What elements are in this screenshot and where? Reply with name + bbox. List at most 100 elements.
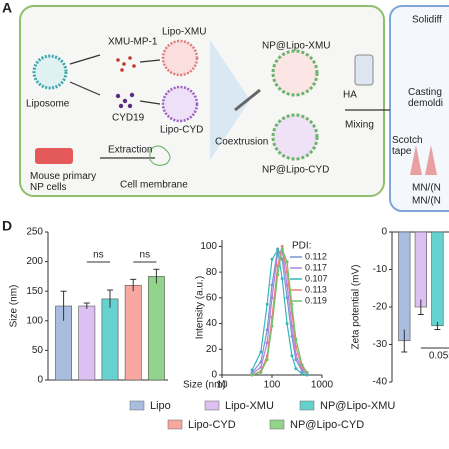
y-tick-label: 200 [26, 256, 43, 267]
y-tick-label: 0 [37, 375, 43, 386]
label: MN/(N [412, 196, 441, 207]
annotation: 0.0550 [429, 351, 449, 362]
annotation: ns [140, 250, 151, 261]
point [280, 247, 284, 251]
legend-label: Lipo [150, 400, 171, 412]
point [265, 358, 269, 362]
y-tick-label: 20 [206, 344, 218, 355]
legend-swatch [204, 400, 220, 411]
label: Lipo-CYD [160, 125, 203, 136]
np-xmu-icon [271, 49, 319, 97]
x-tick-label: 10 [216, 380, 228, 391]
arrows [69, 54, 390, 159]
point [285, 260, 289, 264]
y-tick-label: 80 [206, 267, 218, 278]
point [290, 324, 294, 328]
bar [398, 231, 411, 342]
point [280, 244, 284, 248]
label: NP@Lipo-XMU [262, 41, 331, 52]
label: Cell membrane [120, 180, 188, 191]
label: Scotch tape [392, 135, 423, 157]
point [250, 368, 254, 372]
label: MN/(N [412, 183, 441, 194]
legend-swatch [167, 419, 183, 430]
x-axis-label: Size (nm) [183, 380, 226, 391]
bar [78, 305, 96, 381]
point [276, 264, 280, 268]
legend-swatch [129, 400, 145, 411]
y-tick-label: 0 [381, 227, 387, 238]
y-tick-label: 100 [200, 241, 217, 252]
x-tick-label: 1000 [311, 380, 334, 391]
label: HA [343, 90, 357, 101]
label: XMU-MP-1 [108, 37, 158, 48]
y-tick-label: -20 [373, 302, 388, 313]
point [294, 345, 298, 349]
y-axis-label: Size (nm) [9, 285, 20, 328]
y-tick-label: 50 [32, 345, 44, 356]
legend-label: NP@Lipo-XMU [320, 400, 395, 412]
point [276, 248, 280, 252]
label: CYD19 [112, 113, 145, 124]
label: Mixing [345, 120, 374, 131]
point [280, 277, 284, 281]
needles [410, 145, 437, 175]
point [305, 370, 309, 374]
legend-swatch [269, 419, 285, 430]
y-tick-label: 40 [206, 318, 218, 329]
bar [101, 298, 119, 381]
bar [414, 231, 427, 308]
liposome-icon [32, 54, 68, 90]
point [259, 370, 263, 374]
lipo-cyd-icon [161, 85, 199, 123]
point [265, 302, 269, 306]
point [305, 373, 309, 377]
point [294, 367, 298, 371]
label: Casting demoldi [408, 87, 443, 109]
point [259, 350, 263, 354]
legend-label: 0.117 [305, 262, 327, 272]
label: NP@Lipo-CYD [262, 165, 329, 176]
point [294, 358, 298, 362]
point [300, 363, 304, 367]
y-axis-label: Zeta potential (mV) [351, 264, 362, 349]
legend-label: 0.113 [305, 284, 327, 294]
label: Extraction [108, 145, 152, 156]
point [270, 324, 274, 328]
panel-label: D [2, 218, 12, 234]
point [294, 337, 298, 341]
legend-label: 0.112 [305, 251, 327, 261]
point [290, 302, 294, 306]
flask [35, 148, 73, 164]
point [270, 296, 274, 300]
bar [431, 231, 444, 327]
x-tick-label: 100 [264, 380, 281, 391]
bar [147, 276, 165, 381]
y-tick-label: 100 [26, 315, 43, 326]
np-cyd-icon [271, 113, 319, 161]
point [270, 257, 274, 261]
legend-title: PDI: [292, 241, 311, 252]
point [285, 296, 289, 300]
lipo-xmu-icon [161, 39, 199, 77]
point [276, 273, 280, 277]
y-tick-label: 250 [26, 227, 43, 238]
label: Solidiff [412, 15, 442, 26]
legend-label: 0.107 [305, 273, 328, 283]
point [290, 354, 294, 358]
legend-label: NP@Lipo-CYD [290, 419, 364, 431]
y-tick-label: 150 [26, 286, 43, 297]
y-tick-label: 60 [206, 292, 218, 303]
legend-label: Lipo-CYD [188, 419, 236, 431]
syringe [234, 88, 261, 112]
point [300, 372, 304, 376]
y-tick-label: 0 [211, 370, 217, 381]
legend-label: Lipo-XMU [225, 400, 274, 412]
y-axis-label: Intensity (a.u.) [195, 276, 206, 339]
y-tick-label: -10 [373, 264, 388, 275]
vial [354, 54, 374, 86]
point [265, 341, 269, 345]
point [285, 322, 289, 326]
